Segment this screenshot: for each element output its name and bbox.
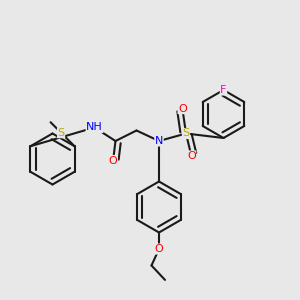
Text: NH: NH (86, 122, 103, 133)
Text: N: N (155, 136, 163, 146)
Text: S: S (182, 128, 190, 139)
Text: O: O (178, 103, 187, 114)
Text: O: O (154, 244, 164, 254)
Text: F: F (220, 85, 227, 95)
Text: S: S (58, 128, 64, 138)
Text: O: O (109, 155, 118, 166)
Text: O: O (187, 151, 196, 161)
